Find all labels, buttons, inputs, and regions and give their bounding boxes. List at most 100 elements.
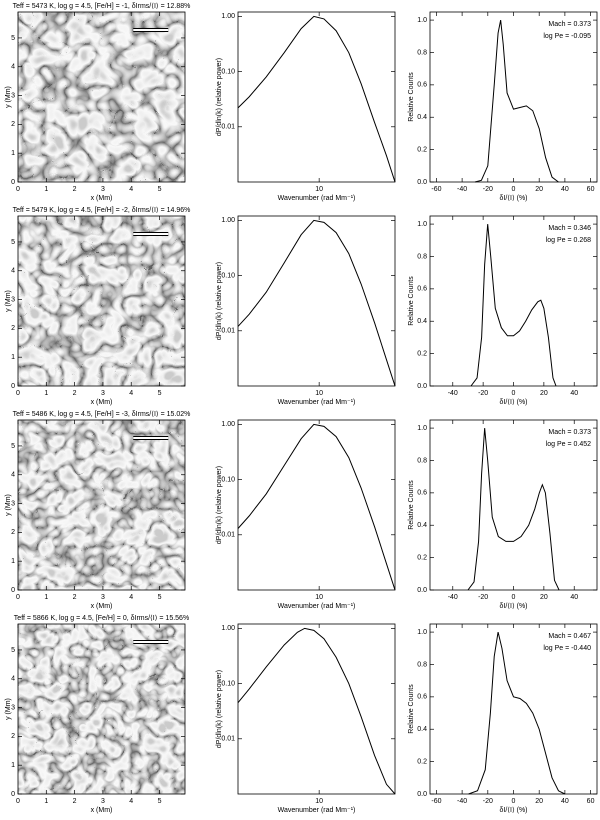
y-tick-label: 1.00 xyxy=(221,217,235,224)
granulation-image xyxy=(18,216,185,386)
x-axis-label: x (Mm) xyxy=(91,603,113,610)
y-tick-label: 0.01 xyxy=(221,328,235,335)
y-tick-label: 0.4 xyxy=(417,318,427,325)
y-axis-label: dP/dln(k) (relative power) xyxy=(216,670,223,748)
x-tick-label: 2 xyxy=(73,594,77,601)
x-axis-label: x (Mm) xyxy=(91,399,113,406)
x-tick-label: 1 xyxy=(44,390,48,397)
x-tick-label: 5 xyxy=(158,186,162,193)
x-axis-label: x (Mm) xyxy=(91,195,113,202)
x-tick-label: 3 xyxy=(101,186,105,193)
x-tick-label: 40 xyxy=(561,798,569,805)
y-axis-label: Relative Counts xyxy=(408,684,415,734)
y-tick-label: 0.01 xyxy=(221,124,235,131)
x-tick-label: 10 xyxy=(315,186,323,193)
y-tick-label: 1.00 xyxy=(221,625,235,632)
x-tick-label: 20 xyxy=(535,798,543,805)
x-tick-label: 0 xyxy=(512,798,516,805)
x-tick-label: 20 xyxy=(540,594,548,601)
y-tick-label: 1 xyxy=(11,354,15,361)
x-tick-label: 0 xyxy=(16,186,20,193)
x-tick-label: 2 xyxy=(73,186,77,193)
y-tick-label: 4 xyxy=(11,472,15,479)
x-tick-label: 3 xyxy=(101,798,105,805)
panel-title: Teff = 5479 K, log g = 4.5, [Fe/H] = -2,… xyxy=(13,206,191,214)
annotation: Mach = 0.373 xyxy=(548,429,591,436)
y-tick-label: 4 xyxy=(11,676,15,683)
x-tick-label: 4 xyxy=(129,594,133,601)
y-tick-label: 0.0 xyxy=(417,587,427,594)
y-tick-label: 0.6 xyxy=(417,82,427,89)
x-axis-label: δI/⟨I⟩ (%) xyxy=(499,602,527,610)
y-tick-label: 2 xyxy=(11,529,15,536)
x-tick-label: 0 xyxy=(16,594,20,601)
x-tick-label: 2 xyxy=(73,798,77,805)
panel-title: Teff = 5473 K, log g = 4.5, [Fe/H] = -1,… xyxy=(13,2,191,10)
curve xyxy=(470,224,557,387)
x-tick-label: 3 xyxy=(101,390,105,397)
x-tick-label: 0 xyxy=(16,798,20,805)
y-tick-label: 3 xyxy=(11,92,15,99)
x-tick-label: 0 xyxy=(512,186,516,193)
x-tick-label: 4 xyxy=(129,390,133,397)
x-tick-label: -60 xyxy=(431,798,441,805)
curve xyxy=(237,219,396,387)
y-tick-label: 5 xyxy=(11,443,15,450)
x-tick-label: 1 xyxy=(44,798,48,805)
x-tick-label: 40 xyxy=(570,390,578,397)
y-tick-label: 4 xyxy=(11,64,15,71)
y-tick-label: 0.6 xyxy=(417,490,427,497)
y-tick-label: 0.2 xyxy=(417,758,427,765)
x-tick-label: -60 xyxy=(431,186,441,193)
y-axis-label: y (Mm) xyxy=(5,290,12,312)
plot-frame xyxy=(237,623,396,795)
y-tick-label: 0.8 xyxy=(417,457,427,464)
granulation-image xyxy=(18,420,185,590)
x-axis-label: x (Mm) xyxy=(91,807,113,814)
y-tick-label: 0.6 xyxy=(417,694,427,701)
y-tick-label: 1.0 xyxy=(417,17,427,24)
panel-title: Teff = 5866 K, log g = 4.5, [Fe/H] = 0, … xyxy=(14,614,189,622)
y-axis-label: Relative Counts xyxy=(408,72,415,122)
x-axis-label: δI/⟨I⟩ (%) xyxy=(499,806,527,814)
y-tick-label: 0.6 xyxy=(417,286,427,293)
y-axis-label: y (Mm) xyxy=(5,698,12,720)
y-tick-label: 0.8 xyxy=(417,49,427,56)
curve xyxy=(237,15,396,183)
plot-frame xyxy=(17,419,186,591)
plot-frame xyxy=(17,11,186,183)
y-tick-label: 0.2 xyxy=(417,146,427,153)
plot-frame xyxy=(237,215,396,387)
x-tick-label: 5 xyxy=(158,798,162,805)
y-axis-label: dP/dln(k) (relative power) xyxy=(216,262,223,340)
y-tick-label: 0.10 xyxy=(221,272,235,279)
x-tick-label: 20 xyxy=(540,390,548,397)
x-tick-label: 5 xyxy=(158,594,162,601)
x-axis-label: δI/⟨I⟩ (%) xyxy=(499,398,527,406)
x-tick-label: 10 xyxy=(315,594,323,601)
y-axis-label: Relative Counts xyxy=(408,276,415,326)
y-tick-label: 0 xyxy=(11,179,15,186)
annotation: Mach = 0.346 xyxy=(548,225,591,232)
y-tick-label: 0.8 xyxy=(417,661,427,668)
y-axis-label: dP/dln(k) (relative power) xyxy=(216,466,223,544)
y-tick-label: 3 xyxy=(11,704,15,711)
y-tick-label: 1 xyxy=(11,558,15,565)
x-tick-label: 2 xyxy=(73,390,77,397)
annotation: log Pe = 0.268 xyxy=(546,237,591,244)
annotation: Mach = 0.467 xyxy=(548,633,591,640)
x-tick-label: -40 xyxy=(457,798,467,805)
x-tick-label: 20 xyxy=(535,186,543,193)
x-tick-label: 1 xyxy=(44,594,48,601)
x-tick-label: -20 xyxy=(483,798,493,805)
plot-frame xyxy=(17,215,186,387)
x-axis-label: δI/⟨I⟩ (%) xyxy=(499,194,527,202)
curve xyxy=(237,423,396,591)
x-tick-label: 60 xyxy=(587,798,595,805)
x-tick-label: 0 xyxy=(512,594,516,601)
x-axis-label: Wavenumber (rad Mm⁻¹) xyxy=(278,807,356,814)
x-tick-label: 40 xyxy=(561,186,569,193)
y-tick-label: 0.4 xyxy=(417,522,427,529)
y-tick-label: 1 xyxy=(11,762,15,769)
